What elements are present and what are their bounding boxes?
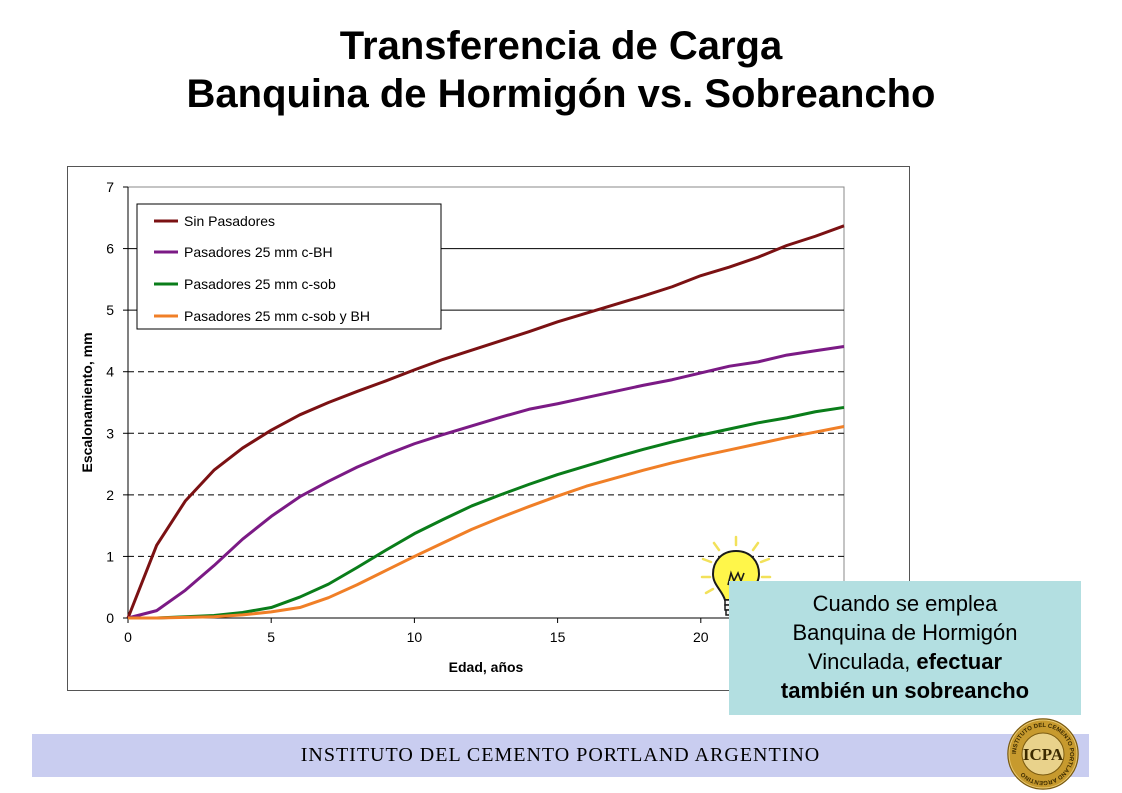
footer-text: INSTITUTO DEL CEMENTO PORTLAND ARGENTINO <box>300 744 821 766</box>
series-line-2 <box>127 344 845 620</box>
series-line-1 <box>126 224 845 619</box>
y-axis-label: Escalonamiento, mm <box>79 332 95 472</box>
page-title: Transferencia de Carga Banquina de Hormi… <box>0 22 1122 118</box>
legend-box <box>136 203 442 330</box>
title-line-2: Banquina de Hormigón vs. Sobreancho <box>186 72 936 116</box>
callout-line-2: Banquina de Hormigón <box>792 620 1018 645</box>
legend-label-1: Sin Pasadores <box>184 213 275 229</box>
y-tick-label-3: 3 <box>106 425 114 441</box>
y-tick-label-4: 4 <box>106 364 114 380</box>
y-tick-label-2: 2 <box>106 487 114 503</box>
y-tick-label-5: 5 <box>106 302 114 318</box>
y-tick-label-6: 6 <box>106 241 114 257</box>
legend-label-2: Pasadores 25 mm c-BH <box>184 244 333 260</box>
y-tick-label-0: 0 <box>106 610 114 626</box>
x-tick-label-20: 20 <box>693 629 709 645</box>
legend-label-3: Pasadores 25 mm c-sob <box>184 276 336 292</box>
callout-box: Cuando se emplea Banquina de Hormigón Vi… <box>729 581 1081 715</box>
series-line-3 <box>128 405 845 620</box>
callout-line-1: Cuando se emplea <box>812 591 998 616</box>
x-tick-label-10: 10 <box>407 629 423 645</box>
line-chart: 012345670510152025Edad, añosEscalonamien… <box>79 179 852 675</box>
x-tick-label-5: 5 <box>267 629 275 645</box>
chart-frame: 012345670510152025Edad, añosEscalonamien… <box>67 166 910 691</box>
callout-line-3-regular: Vinculada, <box>807 649 917 674</box>
series-line-4 <box>128 425 845 620</box>
callout-line-3-bold: efectuar <box>916 649 1003 674</box>
x-axis-label: Edad, años <box>449 659 524 675</box>
callout-line-3: Vinculada, efectuar <box>729 647 1081 676</box>
y-tick-label-1: 1 <box>106 548 114 564</box>
icpa-logo: INSTITUTO DEL CEMENTO PORTLAND ARGENTINO… <box>1007 718 1079 790</box>
x-tick-label-0: 0 <box>124 629 132 645</box>
title-line-1: Transferencia de Carga <box>339 24 783 68</box>
x-tick-label-15: 15 <box>550 629 566 645</box>
y-tick-label-7: 7 <box>106 179 114 195</box>
callout-line-4-bold: también un sobreancho <box>780 678 1030 703</box>
logo-text: ICPA <box>1023 745 1064 764</box>
footer-band: INSTITUTO DEL CEMENTO PORTLAND ARGENTINO <box>32 734 1089 777</box>
legend-label-4: Pasadores 25 mm c-sob y BH <box>184 308 370 324</box>
callout-line-4: también un sobreancho <box>729 676 1081 705</box>
